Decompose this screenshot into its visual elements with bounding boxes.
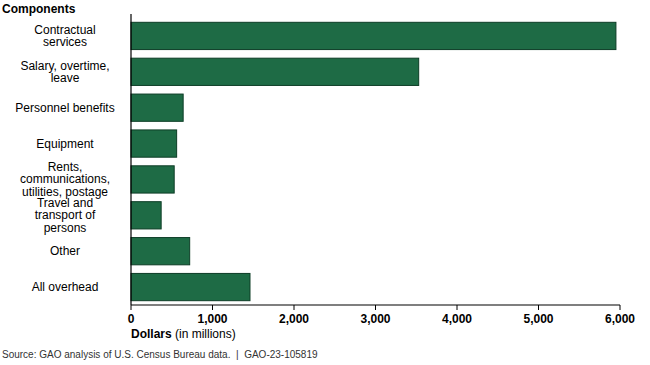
tick-label: 1,000	[197, 312, 227, 326]
tick-label: 0	[128, 312, 135, 326]
tick-label: 3,000	[360, 312, 390, 326]
tick	[212, 305, 213, 310]
tick	[131, 305, 132, 310]
category-label: Rents,communications,utilities, postage	[20, 160, 110, 199]
bar	[131, 238, 190, 265]
label-line: leave	[51, 71, 80, 85]
label-part: (in millions)	[172, 327, 236, 341]
tick	[294, 305, 295, 310]
label-line: All overhead	[32, 280, 99, 294]
bar	[131, 130, 177, 157]
chart: Components Contractualservices Salary, ove…	[0, 0, 650, 365]
x-axis-label: Dollars (in millions)	[131, 327, 236, 341]
label-line: Equipment	[36, 137, 94, 151]
tick	[375, 305, 376, 310]
tick	[538, 305, 539, 310]
category-label: Equipment	[36, 137, 94, 151]
tick	[620, 305, 621, 310]
category-label: All overhead	[32, 280, 99, 294]
category-label: Contractualservices	[34, 23, 95, 50]
label-line: Personnel benefits	[15, 101, 114, 115]
bar	[131, 273, 250, 300]
tick-label: 6,000	[605, 312, 635, 326]
bar	[131, 22, 616, 49]
bar	[131, 94, 183, 121]
tick-label: 2,000	[279, 312, 309, 326]
category-label: Personnel benefits	[15, 101, 114, 115]
source-note: Source: GAO analysis of U.S. Census Bure…	[2, 349, 318, 360]
label-line: Other	[50, 244, 80, 258]
tick	[457, 305, 458, 310]
category-label: Other	[50, 244, 80, 258]
tick-label: 5,000	[523, 312, 553, 326]
bar	[131, 202, 161, 229]
tick-label: 4,000	[442, 312, 472, 326]
bar	[131, 58, 419, 85]
label-line: persons	[44, 221, 87, 235]
label-line: services	[43, 35, 87, 49]
category-label: Travel andtransport ofpersons	[35, 196, 96, 235]
y-axis	[130, 14, 131, 305]
y-axis-label: Components	[2, 2, 76, 16]
label-part: Dollars	[131, 327, 172, 341]
bar	[131, 166, 174, 193]
category-label: Salary, overtime,leave	[20, 59, 109, 86]
